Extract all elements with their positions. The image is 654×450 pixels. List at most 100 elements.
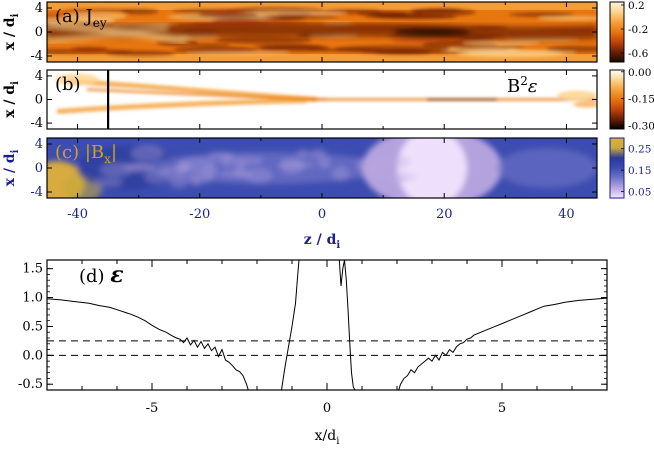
- heatmap-patch: [573, 101, 597, 108]
- heatmap-blob: [355, 157, 379, 174]
- heatmap-streak: [456, 49, 564, 58]
- colorbar-c: [609, 137, 625, 199]
- y-tick-label: 4: [35, 1, 43, 16]
- x-tick-label: -5: [146, 401, 159, 416]
- quantity-label: J: [84, 6, 93, 27]
- heatmap-streak: [409, 8, 463, 13]
- x-tick-label: -20: [189, 207, 210, 222]
- heatmap-blob: [229, 156, 264, 166]
- x-tick-label: 20: [436, 207, 453, 222]
- quantity-symbol: ε: [110, 262, 123, 288]
- y-tick-label: -4: [30, 185, 43, 200]
- heatmap-blob: [388, 175, 407, 184]
- panel-label-b: (b): [55, 74, 81, 95]
- heatmap-streak: [264, 14, 339, 19]
- heatmap-a: [47, 2, 597, 62]
- heatmap-core: [47, 21, 597, 45]
- quantity-label-b: B2ε: [507, 74, 538, 97]
- y-axis-label-main: x / d: [2, 153, 18, 186]
- heatmap-streak: [186, 51, 290, 55]
- heatmap-lobe: [47, 26, 168, 44]
- heatmap-streak: [188, 43, 231, 47]
- heatmap-blob: [207, 151, 235, 161]
- heatmap-blob: [297, 149, 310, 158]
- heatmap-blob: [310, 148, 327, 159]
- panel-frame-d: [46, 259, 608, 391]
- heatmap-blob: [203, 166, 218, 178]
- x-axis-label-main: x/d: [315, 428, 337, 444]
- x-tick-label: 0: [318, 207, 326, 222]
- panel-letter: (b): [55, 74, 81, 95]
- y-axis-label: x / di: [2, 149, 21, 186]
- heatmap-streak: [105, 50, 176, 57]
- heatmap-c: [47, 138, 597, 198]
- quantity-sub: ey: [93, 16, 107, 30]
- x-axis-label: z / di: [304, 232, 341, 251]
- x-axis-label-main: z / d: [304, 232, 337, 248]
- heatmap-blob: [93, 177, 123, 187]
- heatmap-blob: [318, 156, 331, 169]
- colorbar-tick-label: -0.6: [628, 48, 649, 60]
- colorbar-tick-label: 0.25: [628, 144, 651, 156]
- heatmap-blob: [279, 161, 315, 169]
- y-axis-label-main: x / d: [2, 85, 18, 118]
- heatmap-streak: [198, 12, 258, 18]
- heatmap-filament: [56, 98, 308, 114]
- y-tick-label: 0: [35, 161, 43, 176]
- y-axis-label-sub: i: [10, 81, 21, 85]
- colorbar-tick-label: -0.15: [628, 94, 654, 106]
- heatmap-field: [47, 138, 597, 198]
- x-tick-label: 0: [323, 401, 331, 416]
- y-axis-label: x / di: [2, 13, 21, 50]
- heatmap-blob: [99, 162, 132, 178]
- quantity-symbol: ε: [528, 76, 538, 97]
- y-tick-label: -4: [30, 116, 43, 131]
- x-tick-label: -40: [67, 207, 88, 222]
- y-tick-label: 0.5: [22, 319, 43, 334]
- y-axis-label-sub: i: [10, 13, 21, 17]
- y-axis-label-sub: i: [10, 149, 21, 153]
- series-line-0: [47, 260, 607, 390]
- colorbar-tick-label: 0.15: [628, 165, 651, 177]
- heatmap-blob: [244, 168, 273, 184]
- heatmap-weak-field: [397, 138, 467, 198]
- y-tick-label: -0.5: [18, 377, 43, 392]
- panel-letter: (d): [79, 266, 110, 287]
- y-tick-label: 4: [35, 137, 43, 152]
- y-tick-label: 0: [35, 93, 43, 108]
- colorbar-b: [609, 69, 625, 130]
- y-tick-label: 1.5: [22, 262, 43, 277]
- y-tick-label: -4: [30, 49, 43, 64]
- heatmap-region: [497, 148, 597, 188]
- heatmap-filaments: [55, 73, 597, 114]
- quantity-sub: x: [104, 152, 111, 166]
- heatmap-blob: [373, 155, 411, 170]
- heatmap-blob: [130, 145, 164, 162]
- heatmap-streak: [368, 11, 407, 17]
- y-tick-label: 0.0: [22, 348, 43, 363]
- heatmap-filament: [86, 88, 328, 101]
- heatmap-streak: [70, 46, 109, 51]
- heatmap-patch: [557, 90, 597, 101]
- quantity-label: B: [507, 76, 520, 97]
- y-tick-label: 4: [35, 69, 43, 84]
- panel-letter: (c): [55, 142, 85, 163]
- y-tick-label: 0: [35, 25, 43, 40]
- x-tick-label: 5: [498, 401, 506, 416]
- colorbar-a: [609, 1, 625, 63]
- heatmap-blob: [175, 161, 191, 174]
- heatmap-blob: [143, 170, 173, 184]
- quantity-close: |: [111, 142, 117, 163]
- heatmap-streak: [47, 17, 116, 26]
- heatmap-streak: [61, 8, 136, 12]
- heatmap-blob: [332, 166, 350, 182]
- heatmap-streak: [545, 45, 597, 53]
- quantity-label: |B: [85, 142, 104, 163]
- heatmap-sheet-core: [392, 28, 472, 36]
- heatmap-streak: [259, 44, 330, 52]
- quantity-sup: 2: [520, 74, 528, 88]
- y-axis-label: x / di: [2, 81, 21, 118]
- y-axis-label-main: x / d: [2, 17, 18, 50]
- panel-letter: (a): [55, 6, 86, 27]
- colorbar-tick-label: 0.05: [628, 187, 651, 199]
